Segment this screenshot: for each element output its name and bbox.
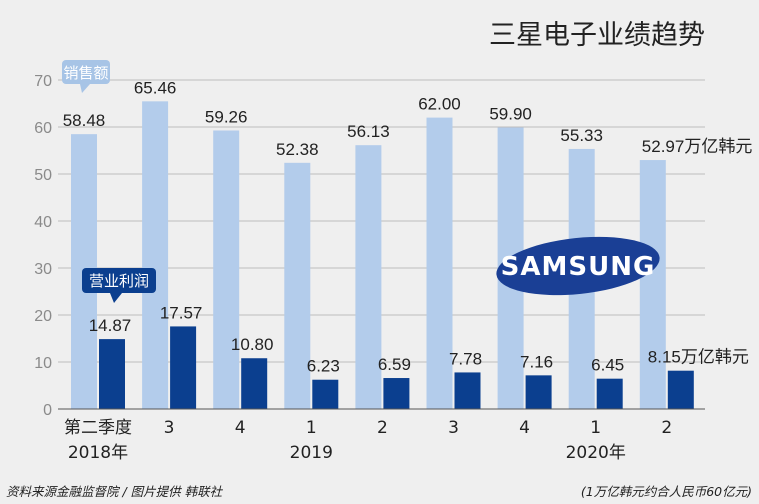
sales-value-label: 59.90 xyxy=(489,104,532,123)
x-year-label: 2018年 xyxy=(68,443,128,463)
x-category-label: 3 xyxy=(164,418,175,438)
sales-bar xyxy=(284,162,311,409)
x-year-label: 2020年 xyxy=(566,443,626,463)
y-tick-label: 70 xyxy=(34,73,52,90)
profit-value-labels: 14.87 17.57 10.80 6.23 6.59 7.78 7.16 6.45 8.15万… xyxy=(89,303,749,375)
profit-bar xyxy=(99,339,125,409)
chart-title: 三星电子业绩趋势 xyxy=(489,20,705,51)
profit-badge-label: 营业利润 xyxy=(89,272,149,290)
profit-bar xyxy=(525,375,552,409)
profit-bar xyxy=(383,378,410,409)
y-tick-label: 10 xyxy=(34,355,52,372)
sales-badge-box xyxy=(62,60,110,84)
profit-legend-badge: 营业利润 xyxy=(82,268,156,303)
profit-value-label: 10.80 xyxy=(231,335,274,354)
sales-badge-pointer xyxy=(80,84,90,93)
sales-value-labels: 58.48 65.46 59.26 52.38 56.13 62.00 59.90 55.33… xyxy=(63,78,753,158)
x-category-label: 2 xyxy=(377,418,388,438)
sales-value-label: 58.48 xyxy=(63,111,106,130)
profit-bar xyxy=(596,378,623,409)
samsung-logo: SAMSUNG xyxy=(496,236,660,296)
sales-value-label: 55.33 xyxy=(560,126,603,145)
profit-bar xyxy=(667,370,694,409)
samsung-logo-ellipse xyxy=(496,236,660,296)
source-note: 资料来源金融监督院 / 图片提供 韩联社 xyxy=(6,484,224,499)
x-axis-years: 2018年 2019 2020年 xyxy=(68,443,626,463)
x-year-label: 2019 xyxy=(290,443,333,463)
profit-value-label: 8.15万亿韩元 xyxy=(648,348,749,367)
sales-value-label: 65.46 xyxy=(134,78,177,97)
x-category-label: 4 xyxy=(235,418,246,438)
profit-badge-box xyxy=(82,268,156,293)
x-category-label: 2 xyxy=(661,418,672,438)
profit-value-label: 6.23 xyxy=(307,357,340,376)
y-tick-label: 50 xyxy=(34,167,52,184)
profit-value-label: 7.78 xyxy=(449,349,482,368)
sales-value-label: 52.97万亿韩元 xyxy=(642,137,753,156)
sales-bar xyxy=(426,117,453,409)
x-category-label: 第二季度 xyxy=(64,418,132,438)
y-tick-label: 60 xyxy=(34,120,52,137)
x-category-label: 1 xyxy=(590,418,601,438)
y-tick-label: 30 xyxy=(34,261,52,278)
profit-bars xyxy=(99,326,694,409)
profit-bar xyxy=(454,372,481,409)
currency-note: (1万亿韩元约合人民币60亿元) xyxy=(581,484,752,499)
profit-value-label: 7.16 xyxy=(520,352,553,371)
sales-badge-label: 销售额 xyxy=(63,64,108,82)
y-tick-label: 0 xyxy=(43,402,52,419)
y-tick-label: 20 xyxy=(34,308,52,325)
x-axis-categories: 第二季度 3 4 1 2 3 4 1 2 xyxy=(64,418,672,438)
profit-badge-pointer xyxy=(110,293,122,303)
sales-bar xyxy=(639,160,666,409)
sales-bar xyxy=(142,101,169,409)
profit-value-label: 6.45 xyxy=(591,356,624,375)
profit-bar xyxy=(241,358,268,409)
sales-legend-badge: 销售额 xyxy=(62,60,110,93)
profit-value-label: 14.87 xyxy=(89,316,132,335)
x-category-label: 4 xyxy=(519,418,530,438)
sales-bar xyxy=(213,130,240,409)
sales-value-label: 56.13 xyxy=(347,122,390,141)
sales-bar xyxy=(355,145,382,409)
x-category-label: 3 xyxy=(448,418,459,438)
profit-bar xyxy=(170,326,197,409)
profit-bar xyxy=(312,379,339,409)
profit-value-label: 17.57 xyxy=(160,303,203,322)
profit-value-label: 6.59 xyxy=(378,355,411,374)
x-category-label: 1 xyxy=(306,418,317,438)
sales-value-label: 62.00 xyxy=(418,95,461,114)
samsung-logo-text: SAMSUNG xyxy=(501,252,656,282)
y-tick-label: 40 xyxy=(34,214,52,231)
y-axis-ticks: 0 10 20 30 40 50 60 70 xyxy=(34,73,52,419)
sales-value-label: 52.38 xyxy=(276,140,319,159)
sales-value-label: 59.26 xyxy=(205,107,248,126)
